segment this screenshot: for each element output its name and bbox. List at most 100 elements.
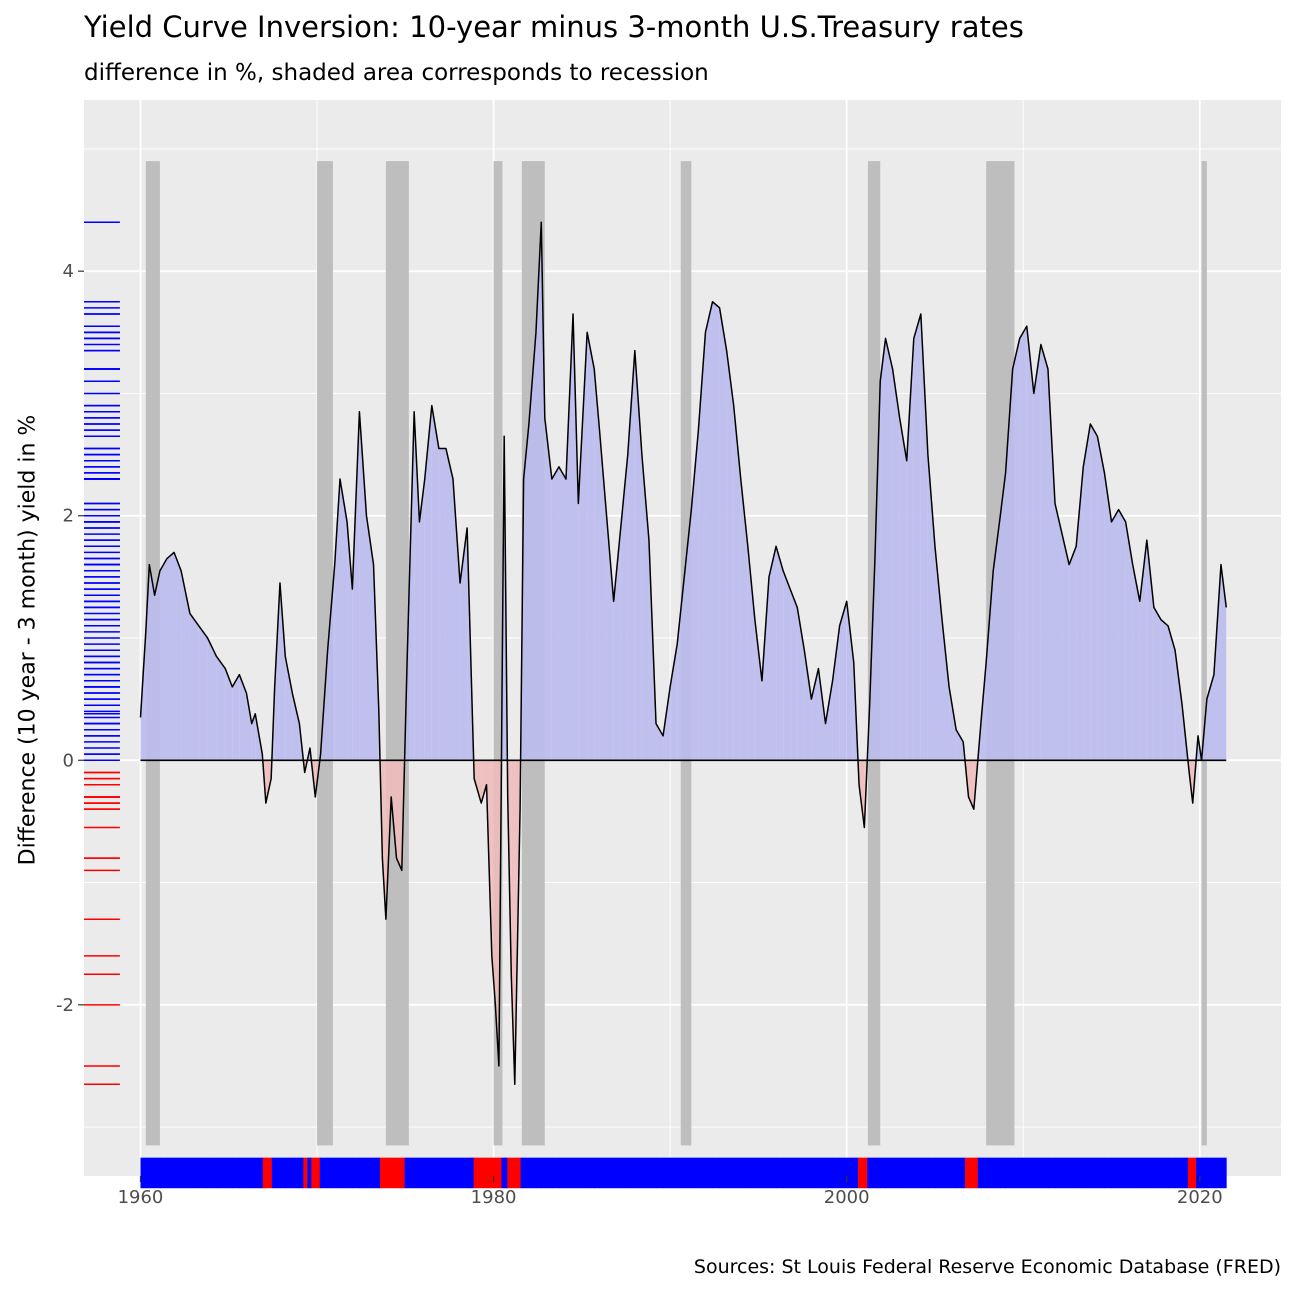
recession-band <box>1201 161 1207 1146</box>
positive-area <box>627 350 635 761</box>
strip-negative <box>1189 1157 1194 1189</box>
positive-area <box>279 582 286 761</box>
strip-negative <box>265 1157 272 1189</box>
positive-area <box>1213 564 1221 761</box>
strip-positive <box>1118 1157 1127 1189</box>
positive-area <box>698 332 706 761</box>
strip-positive <box>359 1157 367 1189</box>
strip-positive <box>352 1157 360 1189</box>
x-tick-label: 1980 <box>471 1187 517 1208</box>
positive-area <box>620 454 628 761</box>
strip-negative <box>474 1157 482 1189</box>
strip-negative <box>311 1157 316 1189</box>
strip-positive <box>740 1157 749 1189</box>
positive-area <box>754 619 762 761</box>
positive-area <box>761 576 770 761</box>
positive-area <box>892 369 900 761</box>
positive-area <box>239 674 247 761</box>
strip-positive <box>225 1157 233 1189</box>
positive-area <box>1033 344 1041 761</box>
positive-area <box>1026 326 1034 761</box>
strip-positive <box>271 1157 276 1189</box>
strip-positive <box>262 1157 264 1189</box>
strip-positive <box>885 1157 893 1189</box>
positive-area <box>352 411 360 761</box>
strip-positive <box>558 1157 567 1189</box>
strip-negative <box>857 1157 860 1189</box>
positive-area <box>431 405 439 761</box>
positive-area <box>769 546 777 761</box>
strip-positive <box>761 1157 770 1189</box>
strip-positive <box>528 1157 537 1189</box>
strip-positive <box>334 1157 341 1189</box>
positive-area <box>691 430 699 761</box>
strip-positive <box>404 1157 408 1189</box>
strip-positive <box>620 1157 629 1189</box>
strip-positive <box>1175 1157 1183 1189</box>
strip-positive <box>684 1157 692 1189</box>
positive-area <box>719 307 727 761</box>
strip-positive <box>216 1157 226 1189</box>
strip-positive <box>246 1157 253 1189</box>
strip-positive <box>869 1157 876 1189</box>
positive-area <box>825 680 833 761</box>
positive-area <box>1139 540 1147 761</box>
positive-area <box>934 546 943 761</box>
strip-positive <box>578 1157 588 1189</box>
recession-band <box>317 161 333 1146</box>
positive-area <box>528 332 536 761</box>
strip-positive <box>641 1157 650 1189</box>
strip-positive <box>347 1157 353 1189</box>
strip-positive <box>1182 1157 1189 1189</box>
strip-positive <box>251 1157 256 1189</box>
positive-area <box>1175 650 1183 761</box>
strip-negative <box>262 1157 267 1189</box>
strip-negative <box>859 1157 865 1189</box>
strip-positive <box>1139 1157 1148 1189</box>
strip-positive <box>825 1157 833 1189</box>
strip-positive <box>934 1157 943 1189</box>
strip-negative <box>495 1157 500 1189</box>
strip-positive <box>292 1157 300 1189</box>
positive-area <box>1160 619 1169 761</box>
strip-positive <box>452 1157 461 1189</box>
positive-area <box>594 369 600 761</box>
strip-positive <box>776 1157 784 1189</box>
strip-positive <box>255 1157 263 1189</box>
strip-positive <box>274 1157 281 1189</box>
strip-positive <box>942 1157 950 1189</box>
strip-positive <box>913 1157 922 1189</box>
negative-area <box>511 760 515 1085</box>
positive-area <box>949 686 957 761</box>
strip-positive <box>1019 1157 1028 1189</box>
positive-area <box>578 332 588 761</box>
strip-positive <box>299 1157 304 1189</box>
strip-negative <box>271 1157 273 1189</box>
strip-positive <box>712 1157 720 1189</box>
strip-positive <box>544 1157 553 1189</box>
strip-positive <box>232 1157 240 1189</box>
strip-positive <box>927 1157 936 1189</box>
strip-positive <box>1069 1157 1077 1189</box>
strip-positive <box>1146 1157 1155 1189</box>
strip-positive <box>1062 1157 1070 1189</box>
negative-area <box>481 760 487 804</box>
strip-negative <box>491 1157 496 1189</box>
strip-positive <box>993 1157 1001 1189</box>
positive-area <box>145 564 150 761</box>
strip-positive <box>1160 1157 1169 1189</box>
positive-area <box>1206 674 1214 761</box>
positive-area <box>880 338 886 761</box>
strip-positive <box>705 1157 713 1189</box>
strip-negative <box>391 1157 397 1189</box>
strip-positive <box>956 1157 964 1189</box>
recession-band <box>493 161 503 1146</box>
positive-area <box>154 570 160 761</box>
strip-positive <box>1026 1157 1035 1189</box>
positive-area <box>1055 503 1063 761</box>
positive-area <box>565 313 574 761</box>
positive-area <box>1040 344 1048 761</box>
positive-area <box>181 570 190 761</box>
chart-title: Yield Curve Inversion: 10-year minus 3-m… <box>84 10 1024 44</box>
strip-positive <box>670 1157 678 1189</box>
